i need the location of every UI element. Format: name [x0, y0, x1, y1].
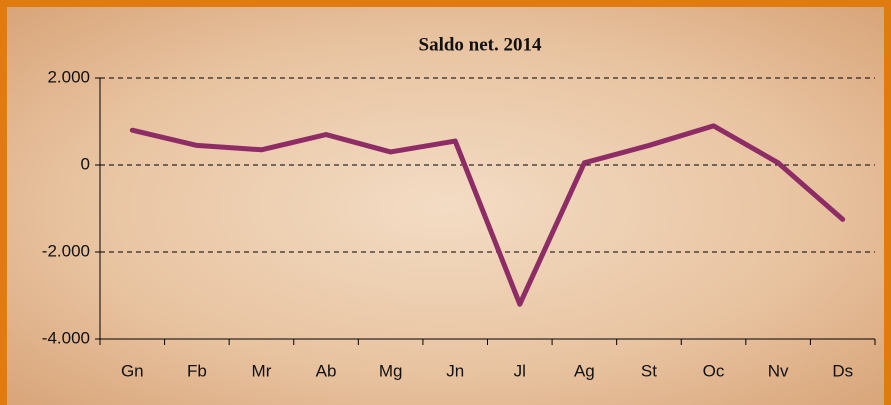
chart-title: Saldo net. 2014: [419, 34, 542, 55]
x-tick-label: Jn: [446, 361, 464, 380]
x-tick-label: Ag: [574, 361, 595, 380]
x-tick-label: Ds: [832, 361, 853, 380]
x-tick-label: St: [641, 361, 657, 380]
y-tick-label: 0: [81, 154, 90, 173]
x-tick-label: Jl: [514, 361, 526, 380]
page: Saldo net. 2014 -4.000 -2.000 0 2.000 Gn Fb Mr…: [0, 0, 891, 405]
background: [7, 7, 884, 405]
x-tick-label: Nv: [768, 361, 789, 380]
x-tick-label: Gn: [121, 361, 144, 380]
y-tick-label: -4.000: [42, 328, 90, 347]
x-tick-label: Mg: [379, 361, 403, 380]
x-tick-label: Oc: [703, 361, 725, 380]
y-tick-label: -2.000: [42, 241, 90, 260]
chart: Saldo net. 2014 -4.000 -2.000 0 2.000 Gn Fb Mr…: [0, 0, 891, 405]
y-tick-label: 2.000: [47, 67, 90, 86]
x-tick-label: Mr: [252, 361, 272, 380]
x-tick-label: Ab: [316, 361, 337, 380]
x-tick-label: Fb: [187, 361, 207, 380]
